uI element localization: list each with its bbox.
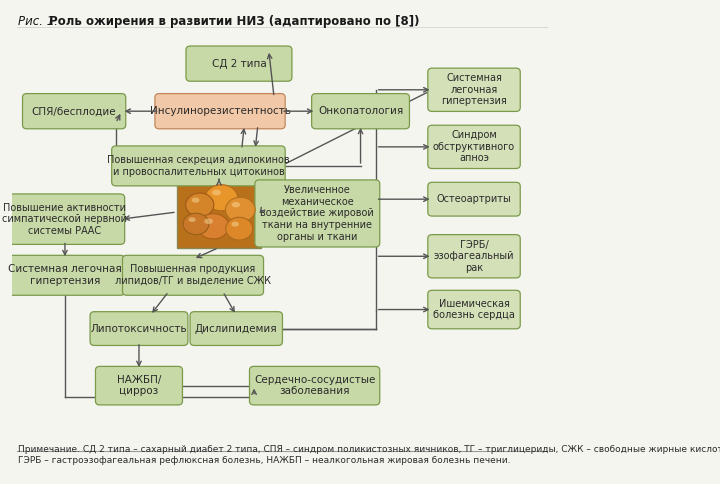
Ellipse shape [197,214,229,239]
FancyBboxPatch shape [122,256,264,295]
Text: Рис. 1.: Рис. 1. [19,15,58,28]
Text: ГЭРБ/
эзофагеальный
рак: ГЭРБ/ эзофагеальный рак [433,240,514,273]
FancyBboxPatch shape [22,93,126,129]
Text: СПЯ/бесплодие: СПЯ/бесплодие [32,106,117,116]
Ellipse shape [183,213,209,235]
FancyBboxPatch shape [155,93,285,129]
FancyBboxPatch shape [186,46,292,81]
FancyBboxPatch shape [428,182,521,216]
FancyBboxPatch shape [250,366,379,405]
Ellipse shape [212,190,221,196]
Text: Роль ожирения в развитии НИЗ (адаптировано по [8]): Роль ожирения в развитии НИЗ (адаптирова… [45,15,420,28]
FancyBboxPatch shape [177,176,261,248]
Ellipse shape [231,222,239,227]
FancyBboxPatch shape [5,256,125,295]
Ellipse shape [192,197,199,203]
FancyBboxPatch shape [255,180,379,247]
Text: Дислипидемия: Дислипидемия [195,324,278,333]
Ellipse shape [232,202,240,208]
FancyBboxPatch shape [90,312,188,346]
Ellipse shape [189,217,196,222]
Text: Повышенная секреция адипокинов
и провоспалительных цитокинов: Повышенная секреция адипокинов и провосп… [107,155,289,177]
Text: Увеличенное
механическое
воздействие жировой
ткани на внутренние
органы и ткани: Увеличенное механическое воздействие жир… [261,185,374,242]
Ellipse shape [225,217,253,240]
Text: Сердечно-сосудистые
заболевания: Сердечно-сосудистые заболевания [254,375,375,396]
Text: Синдром
обструктивного
апноэ: Синдром обструктивного апноэ [433,130,515,164]
Text: Остеоартриты: Остеоартриты [436,194,511,204]
FancyBboxPatch shape [428,68,521,111]
Text: Инсулинорезистентность: Инсулинорезистентность [150,106,291,116]
FancyBboxPatch shape [428,235,521,278]
Text: Липотоксичность: Липотоксичность [91,324,187,333]
FancyBboxPatch shape [112,146,285,186]
FancyBboxPatch shape [428,125,521,168]
Text: Повышение активности
симпатической нервной
системы РААС: Повышение активности симпатической нервн… [2,203,127,236]
FancyBboxPatch shape [312,93,410,129]
Text: СД 2 типа: СД 2 типа [212,59,266,69]
FancyBboxPatch shape [190,312,282,346]
Text: Примечание. СД 2 типа – сахарный диабет 2 типа, СПЯ – синдром поликистозных яичн: Примечание. СД 2 типа – сахарный диабет … [19,445,720,465]
Text: Системная
легочная
гипертензия: Системная легочная гипертензия [441,73,507,106]
FancyBboxPatch shape [96,366,182,405]
Ellipse shape [225,197,255,222]
Text: Повышенная продукция
липидов/ТГ и выделение СЖК: Повышенная продукция липидов/ТГ и выделе… [115,264,271,286]
Text: Системная легочная
гипертензия: Системная легочная гипертензия [8,264,122,286]
Ellipse shape [204,218,213,224]
Ellipse shape [205,185,238,211]
Text: НАЖБП/
цирроз: НАЖБП/ цирроз [117,375,161,396]
Text: Ишемическая
болезнь сердца: Ишемическая болезнь сердца [433,299,515,320]
Ellipse shape [186,193,214,217]
FancyBboxPatch shape [5,194,125,244]
FancyBboxPatch shape [428,290,521,329]
Text: Онкопатология: Онкопатология [318,106,403,116]
